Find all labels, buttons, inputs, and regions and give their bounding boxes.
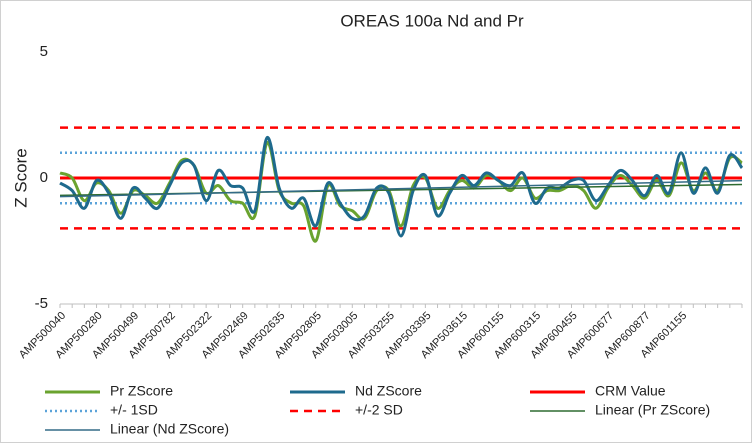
legend-label: +/-2 SD [355,402,403,418]
y-tick-label: 0 [40,169,48,186]
legend-label: Linear (Pr ZScore) [595,402,710,418]
legend-label: Linear (Nd ZScore) [110,421,229,437]
y-tick-label: -5 [35,295,48,312]
trendline [59,179,743,198]
legend-label: Pr ZScore [110,383,173,399]
y-axis-label: Z Score [11,148,30,208]
series-line [59,136,744,238]
legend-label: +/- 1SD [110,402,158,418]
chart-title: OREAS 100a Nd and Pr [340,11,524,30]
legend-label: CRM Value [595,383,666,399]
legend-label: Nd ZScore [355,383,422,399]
y-tick-label: 5 [40,43,48,60]
